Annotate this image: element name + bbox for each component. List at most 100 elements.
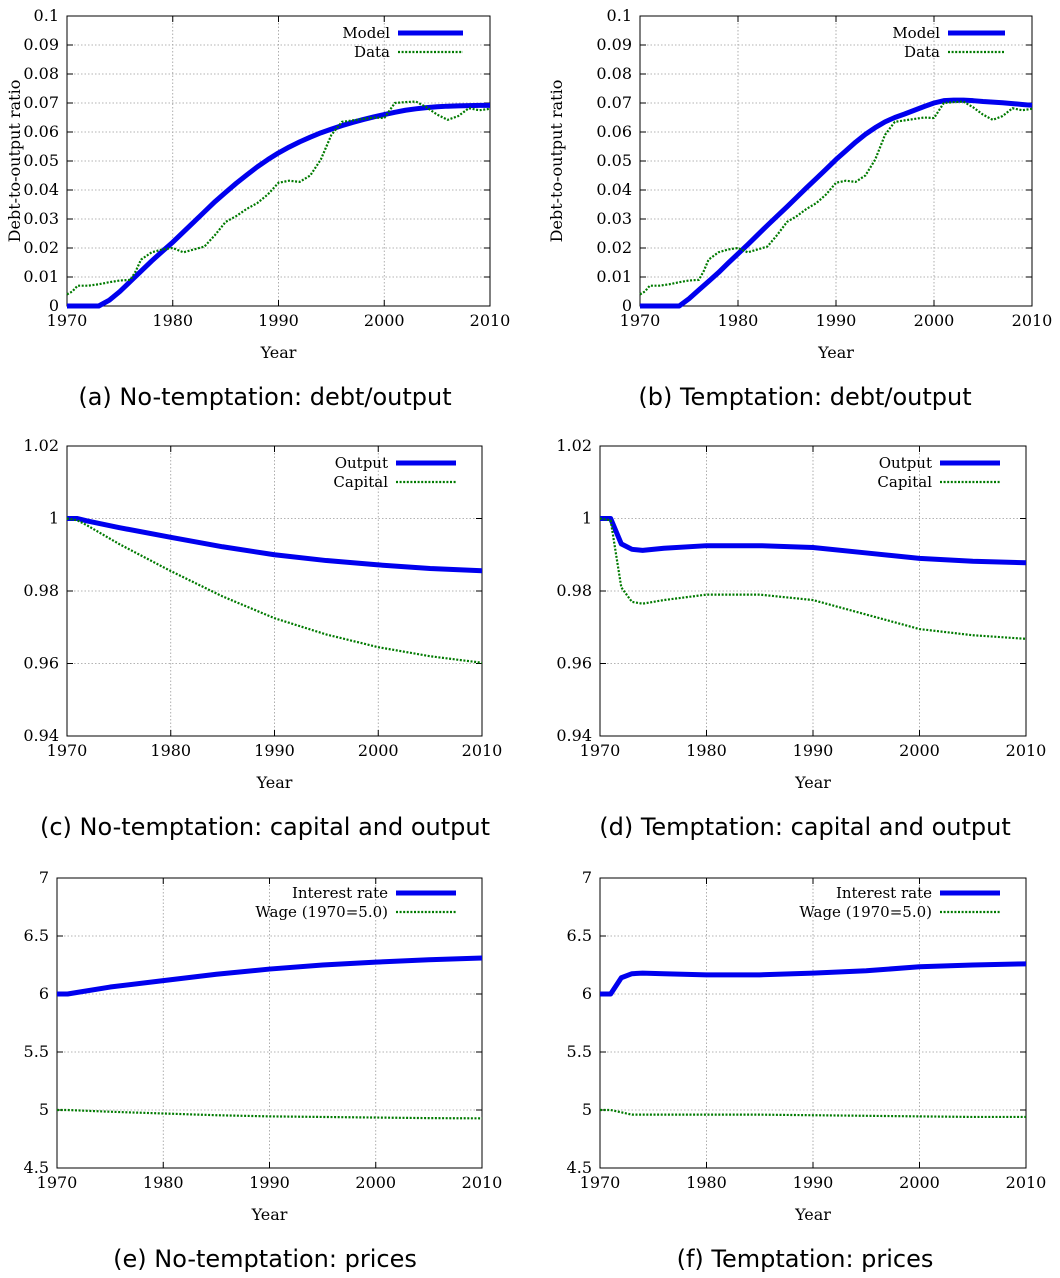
legend-label: Data — [904, 43, 940, 61]
y-tick-label: 0.02 — [23, 238, 59, 257]
x-tick-label: 2010 — [1006, 741, 1047, 760]
x-tick-label: 2000 — [899, 1173, 940, 1192]
series-line-data — [639, 100, 1033, 296]
series-line-wage-1970-5-0 — [57, 1108, 483, 1120]
x-tick-label: 1970 — [620, 311, 661, 330]
x-tick-label: 1990 — [249, 1173, 290, 1192]
y-tick-label: 0.98 — [556, 581, 592, 600]
x-axis-label: Year — [251, 1205, 288, 1224]
legend-label: Capital — [333, 473, 388, 491]
series-line-output — [600, 516, 1027, 566]
y-tick-label: 0.94 — [556, 726, 592, 745]
y-tick-label: 0.94 — [23, 726, 59, 745]
x-tick-label: 2000 — [358, 741, 399, 760]
y-tick-label: 5.5 — [567, 1042, 592, 1061]
y-tick-label: 0.09 — [23, 35, 59, 54]
y-tick-label: 7 — [39, 868, 49, 887]
x-tick-label: 1980 — [143, 1173, 184, 1192]
x-tick-label: 1980 — [686, 741, 727, 760]
x-tick-label: 2010 — [1012, 311, 1053, 330]
x-tick-label: 2010 — [470, 311, 511, 330]
series-line-interest-rate — [57, 955, 483, 997]
series-line-model — [67, 102, 490, 309]
chart-panel-e: 1970 1980 1990 2000 2010 4.5 5 5.5 6 6.5 7 Year Inte… — [24, 868, 503, 1224]
legend-label: Wage (1970=5.0) — [799, 903, 932, 921]
y-tick-label: 0.03 — [596, 209, 632, 228]
y-tick-label: 6.5 — [567, 926, 592, 945]
x-tick-label: 1970 — [47, 741, 88, 760]
x-tick-label: 1970 — [580, 741, 621, 760]
chart-panel-b: 1970 1980 1990 2000 2010 0 0.01 0.02 0.03 0.04 0.0… — [547, 6, 1053, 362]
y-tick-label: 0.1 — [607, 6, 632, 25]
x-axis-label: Year — [817, 343, 854, 362]
x-axis-label: Year — [260, 343, 297, 362]
y-tick-label: 1 — [49, 509, 59, 528]
legend-label: Output — [879, 454, 932, 472]
y-tick-label: 0 — [622, 296, 632, 315]
x-tick-label: 1970 — [37, 1173, 78, 1192]
y-tick-label: 0.04 — [596, 180, 632, 199]
y-tick-label: 0.03 — [23, 209, 59, 228]
legend-label: Output — [335, 454, 388, 472]
y-tick-label: 0 — [49, 296, 59, 315]
series-line-capital — [66, 517, 483, 664]
y-axis-label: Debt-to-output ratio — [547, 80, 566, 243]
x-tick-label: 2000 — [914, 311, 955, 330]
grid-d — [600, 446, 1026, 736]
y-tick-label: 7 — [582, 868, 592, 887]
x-tick-label: 2000 — [364, 311, 405, 330]
y-tick-label: 0.04 — [23, 180, 59, 199]
x-tick-label: 2010 — [462, 741, 503, 760]
x-tick-label: 1980 — [686, 1173, 727, 1192]
x-tick-label: 1990 — [793, 1173, 834, 1192]
x-axis-label: Year — [794, 1205, 831, 1224]
y-tick-label: 0.96 — [556, 654, 592, 673]
y-tick-label: 0.06 — [23, 122, 59, 141]
caption-d: (d) Temptation: capital and output — [599, 813, 1011, 841]
x-axis-label: Year — [794, 773, 831, 792]
legend-label: Interest rate — [836, 884, 932, 902]
x-tick-label: 2000 — [899, 741, 940, 760]
legend-label: Capital — [877, 473, 932, 491]
x-tick-label: 1990 — [258, 311, 299, 330]
x-tick-label: 1970 — [47, 311, 88, 330]
x-tick-label: 1970 — [580, 1173, 621, 1192]
y-tick-label: 0.09 — [596, 35, 632, 54]
y-tick-label: 0.1 — [34, 6, 59, 25]
y-tick-label: 4.5 — [567, 1158, 592, 1177]
caption-a: (a) No-temptation: debt/output — [78, 383, 452, 411]
y-tick-label: 0.07 — [596, 93, 632, 112]
legend-label: Wage (1970=5.0) — [255, 903, 388, 921]
series-line-output — [67, 516, 483, 574]
x-tick-label: 1990 — [254, 741, 295, 760]
chart-panel-f: 1970 1980 1990 2000 2010 4.5 5 5.5 6 6.5 7 Year Inte… — [567, 868, 1047, 1224]
x-tick-label: 1980 — [152, 311, 193, 330]
y-tick-label: 6 — [39, 984, 49, 1003]
y-tick-label: 0.05 — [596, 151, 632, 170]
y-tick-label: 6 — [582, 984, 592, 1003]
x-tick-label: 2010 — [1006, 1173, 1047, 1192]
caption-f: (f) Temptation: prices — [676, 1245, 934, 1273]
legend-label: Model — [892, 24, 940, 42]
x-tick-label: 1980 — [718, 311, 759, 330]
x-tick-label: 1990 — [816, 311, 857, 330]
caption-c: (c) No-temptation: capital and output — [39, 813, 491, 841]
y-tick-label: 0.01 — [596, 267, 632, 286]
x-axis-label: Year — [256, 773, 293, 792]
y-tick-label: 0.98 — [23, 581, 59, 600]
y-tick-label: 6.5 — [24, 926, 49, 945]
grid-f — [600, 878, 1026, 1168]
x-tick-label: 2010 — [462, 1173, 503, 1192]
y-tick-label: 0.96 — [23, 654, 59, 673]
y-tick-label: 0.08 — [596, 64, 632, 83]
grid-e — [57, 878, 482, 1168]
series-line-interest-rate — [600, 961, 1027, 997]
x-tick-label: 1990 — [793, 741, 834, 760]
y-tick-label: 1 — [582, 509, 592, 528]
y-tick-label: 5 — [39, 1100, 49, 1119]
y-tick-label: 0.08 — [23, 64, 59, 83]
caption-b: (b) Temptation: debt/output — [638, 383, 972, 411]
